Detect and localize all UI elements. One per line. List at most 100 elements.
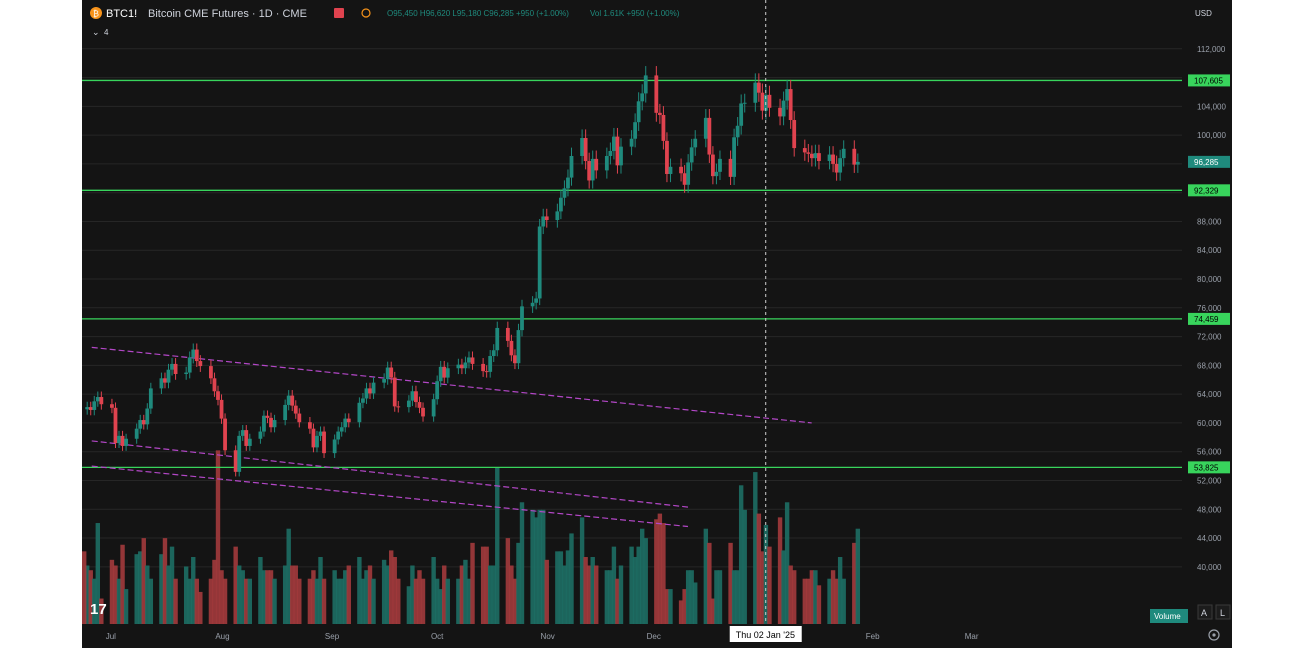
candle-body[interactable] (580, 138, 584, 156)
candle-body[interactable] (802, 148, 807, 153)
candle-body[interactable] (470, 357, 475, 364)
candle-body[interactable] (442, 366, 447, 378)
candle-body[interactable] (788, 89, 793, 121)
candle-body[interactable] (654, 75, 659, 113)
candle-body[interactable] (594, 158, 599, 171)
candle-body[interactable] (265, 415, 270, 418)
candle-body[interactable] (520, 306, 524, 331)
candle-body[interactable] (364, 388, 369, 399)
candle-body[interactable] (357, 402, 362, 423)
candle-body[interactable] (272, 420, 277, 428)
candle-body[interactable] (481, 363, 486, 372)
candle-body[interactable] (258, 431, 263, 439)
trend-channel-line[interactable] (91, 346, 812, 424)
candle-body[interactable] (756, 82, 761, 93)
candle-body[interactable] (813, 153, 818, 159)
candle-body[interactable] (322, 431, 326, 454)
candle-body[interactable] (124, 438, 128, 446)
candle-body[interactable] (831, 154, 835, 164)
candle-body[interactable] (148, 388, 153, 409)
candle-body[interactable] (852, 148, 857, 165)
candle-body[interactable] (534, 298, 539, 303)
candle-body[interactable] (166, 369, 171, 383)
candle-body[interactable] (346, 418, 351, 423)
auto-scale-button[interactable] (1197, 604, 1213, 620)
candle-body[interactable] (665, 140, 669, 174)
candle-body[interactable] (194, 349, 199, 362)
candle-body[interactable] (396, 406, 401, 408)
candle-body[interactable] (753, 82, 758, 103)
candle-body[interactable] (562, 188, 567, 198)
candle-body[interactable] (456, 364, 461, 369)
candle-body[interactable] (435, 381, 440, 400)
candle-body[interactable] (212, 378, 217, 392)
candle-body[interactable] (332, 439, 337, 454)
candle-body[interactable] (410, 391, 415, 401)
candle-body[interactable] (855, 161, 860, 165)
candle-body[interactable] (569, 155, 574, 178)
candle-body[interactable] (421, 407, 425, 417)
candle-body[interactable] (293, 405, 298, 414)
candle-body[interactable] (781, 100, 786, 117)
candle-body[interactable] (262, 415, 266, 432)
candle-body[interactable] (385, 367, 390, 380)
candle-body[interactable] (187, 357, 192, 373)
candle-body[interactable] (838, 158, 843, 173)
candle-body[interactable] (608, 150, 613, 156)
candle-body[interactable] (315, 435, 319, 448)
candle-body[interactable] (707, 117, 712, 155)
candle-body[interactable] (728, 158, 733, 177)
candle-body[interactable] (134, 428, 139, 439)
candle-body[interactable] (233, 450, 238, 472)
candle-body[interactable] (88, 407, 93, 410)
candle-body[interactable] (198, 361, 203, 367)
price-chart[interactable]: JulAugSepOctNovDecJanFebMar 112,000108,0… (82, 0, 1232, 648)
candle-body[interactable] (612, 136, 616, 151)
candle-body[interactable] (718, 158, 722, 172)
indicators-collapse-icon[interactable]: ⌄ (92, 27, 100, 37)
candle-body[interactable] (537, 226, 542, 299)
candle-body[interactable] (141, 420, 146, 425)
candle-body[interactable] (841, 148, 846, 159)
candle-body[interactable] (530, 302, 535, 307)
candle-body[interactable] (431, 399, 436, 417)
settings-gear-icon[interactable] (1208, 629, 1220, 641)
candle-body[interactable] (558, 197, 563, 212)
candle-body[interactable] (173, 363, 178, 374)
candle-body[interactable] (541, 216, 546, 227)
candle-body[interactable] (99, 397, 104, 405)
candle-body[interactable] (463, 362, 468, 369)
candle-body[interactable] (85, 407, 90, 410)
candle-body[interactable] (184, 372, 189, 374)
candle-body[interactable] (339, 427, 344, 432)
candle-body[interactable] (679, 166, 683, 174)
candle-body[interactable] (209, 366, 213, 379)
candle-body[interactable] (406, 400, 411, 408)
candle-body[interactable] (389, 367, 394, 378)
candle-body[interactable] (290, 395, 295, 406)
candle-body[interactable] (633, 122, 638, 139)
candle-body[interactable] (643, 75, 648, 94)
candle-body[interactable] (505, 327, 510, 341)
candle-body[interactable] (244, 430, 249, 446)
candle-body[interactable] (216, 391, 220, 400)
candle-body[interactable] (392, 377, 397, 407)
candle-body[interactable] (163, 378, 167, 383)
candle-body[interactable] (417, 402, 422, 408)
candle-body[interactable] (636, 101, 641, 123)
candle-body[interactable] (668, 166, 673, 174)
candle-body[interactable] (120, 435, 125, 446)
candle-body[interactable] (710, 154, 715, 177)
candle-body[interactable] (792, 120, 797, 149)
candle-body[interactable] (629, 138, 634, 147)
candle-body[interactable] (491, 350, 496, 357)
candle-body[interactable] (615, 136, 620, 166)
candle-body[interactable] (509, 340, 514, 356)
candle-body[interactable] (640, 93, 645, 102)
candle-body[interactable] (778, 107, 782, 117)
candle-body[interactable] (138, 420, 143, 429)
candle-body[interactable] (286, 395, 291, 405)
candle-body[interactable] (318, 431, 323, 436)
candle-body[interactable] (159, 378, 164, 389)
candle-body[interactable] (311, 428, 316, 448)
